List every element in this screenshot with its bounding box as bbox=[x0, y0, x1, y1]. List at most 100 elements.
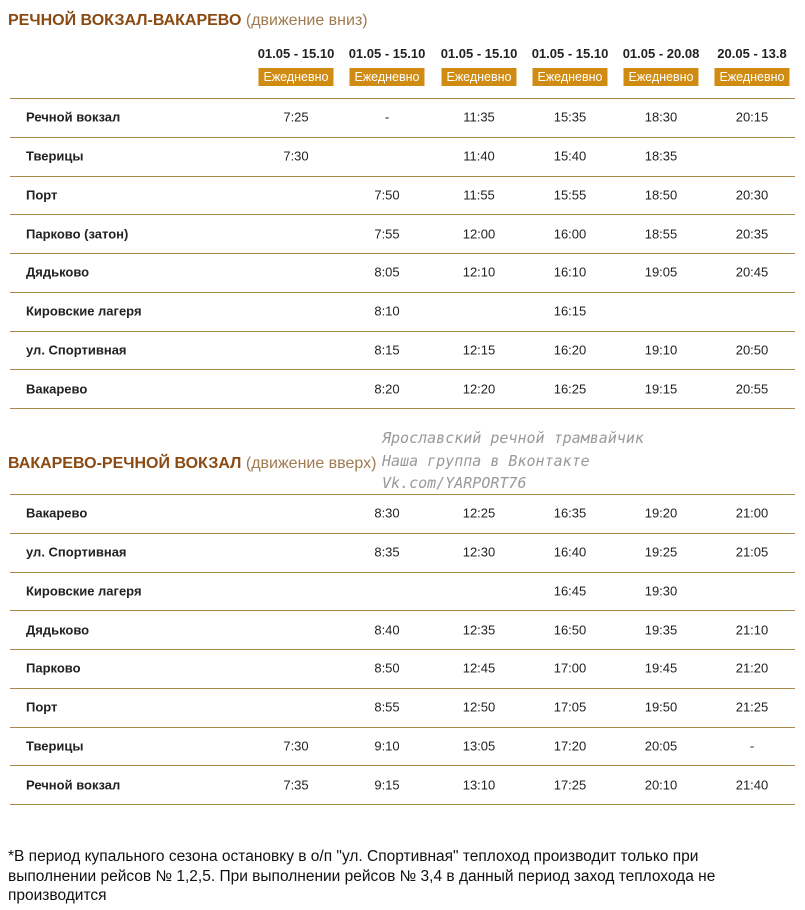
row-line bbox=[10, 98, 795, 99]
stop-name: Тверицы bbox=[26, 738, 84, 754]
departure-time: 8:10 bbox=[374, 303, 400, 319]
row-line bbox=[10, 765, 795, 767]
departure-time: 16:45 bbox=[553, 583, 587, 599]
departure-time: 20:55 bbox=[735, 381, 769, 397]
departure-time: 8:50 bbox=[374, 660, 400, 676]
column-period: 01.05 - 20.08 bbox=[622, 46, 700, 61]
row-line bbox=[10, 726, 795, 728]
departure-time: 20:45 bbox=[735, 264, 769, 280]
departure-time: 11:40 bbox=[463, 148, 495, 164]
departure-time: 12:15 bbox=[462, 342, 496, 358]
departure-time: 7:50 bbox=[374, 187, 400, 203]
departure-time: 20:35 bbox=[735, 226, 769, 242]
departure-time: 7:30 bbox=[283, 148, 309, 164]
footnote-line: выполнении рейсов № 1,2,5. При выполнени… bbox=[8, 867, 716, 885]
departure-time: 11:55 bbox=[463, 187, 495, 203]
title-text: РЕЧНОЙ ВОКЗАЛ-ВАКАРЕВО bbox=[8, 12, 242, 29]
departure-time: 16:10 bbox=[553, 264, 587, 280]
departure-time: 7:30 bbox=[283, 738, 309, 754]
departure-time: 7:25 bbox=[283, 109, 309, 125]
departure-time: 19:25 bbox=[644, 544, 678, 560]
column-period: 20.05 - 13.8 bbox=[717, 46, 787, 61]
departure-time: 16:20 bbox=[553, 342, 587, 358]
row-line bbox=[10, 291, 795, 293]
row-line bbox=[10, 136, 795, 138]
row-line bbox=[10, 532, 795, 534]
departure-time: 19:15 bbox=[644, 381, 678, 397]
stop-name: Дядьково bbox=[26, 622, 90, 638]
departure-time: 21:40 bbox=[735, 777, 769, 793]
departure-time: 8:35 bbox=[374, 544, 400, 560]
departure-time: - bbox=[749, 738, 755, 754]
departure-time: - bbox=[384, 109, 390, 125]
column-days: Ежедневно bbox=[349, 68, 425, 86]
stop-name: Тверицы bbox=[26, 148, 84, 164]
row-line bbox=[10, 330, 795, 332]
stop-name: Кировские лагеря bbox=[26, 303, 142, 319]
departure-time: 13:05 bbox=[462, 738, 496, 754]
stop-name: Порт bbox=[26, 699, 58, 715]
table-title: РЕЧНОЙ ВОКЗАЛ-ВАКАРЕВО (движение вниз) bbox=[8, 12, 368, 30]
departure-time: 16:35 bbox=[553, 505, 587, 521]
departure-time: 12:00 bbox=[462, 226, 496, 242]
departure-time: 7:55 bbox=[374, 226, 400, 242]
departure-time: 12:20 bbox=[462, 381, 496, 397]
column-days: Ежедневно bbox=[623, 68, 699, 86]
departure-time: 18:55 bbox=[644, 226, 678, 242]
column-period: 01.05 - 15.10 bbox=[440, 46, 518, 61]
departure-time: 16:15 bbox=[553, 303, 587, 319]
row-line bbox=[10, 649, 795, 650]
table-title: ВАКАРЕВО-РЕЧНОЙ ВОКЗАЛ (движение вверх) bbox=[8, 455, 376, 473]
departure-time: 8:20 bbox=[374, 381, 400, 397]
stop-name: Парково bbox=[26, 660, 81, 676]
departure-time: 15:55 bbox=[553, 187, 587, 203]
departure-time: 21:25 bbox=[735, 699, 769, 715]
departure-time: 12:35 bbox=[462, 622, 496, 638]
departure-time: 8:05 bbox=[374, 264, 400, 280]
stop-name: Кировские лагеря bbox=[26, 583, 142, 599]
departure-time: 9:10 bbox=[374, 738, 400, 754]
stop-name: Порт bbox=[26, 187, 58, 203]
departure-time: 12:25 bbox=[462, 505, 496, 521]
column-period: 01.05 - 15.10 bbox=[348, 46, 426, 61]
departure-time: 19:30 bbox=[644, 583, 678, 599]
departure-time: 12:10 bbox=[462, 264, 496, 280]
departure-time: 19:05 bbox=[644, 264, 678, 280]
stop-name: Вакарево bbox=[26, 505, 88, 521]
departure-time: 21:00 bbox=[735, 505, 769, 521]
watermark-line: Ярославский речной трамвайчик bbox=[382, 429, 644, 447]
title-text: ВАКАРЕВО-РЕЧНОЙ ВОКЗАЛ bbox=[8, 455, 242, 472]
stop-name: Парково (затон) bbox=[26, 226, 129, 242]
departure-time: 15:35 bbox=[553, 109, 587, 125]
stop-name: Речной вокзал bbox=[26, 777, 121, 793]
row-line bbox=[10, 571, 795, 573]
departure-time: 12:50 bbox=[462, 699, 496, 715]
row-line bbox=[10, 804, 795, 805]
column-days: Ежедневно bbox=[441, 68, 517, 86]
row-line bbox=[10, 214, 795, 216]
column-days: Ежедневно bbox=[532, 68, 608, 86]
row-line bbox=[10, 175, 795, 177]
departure-time: 19:10 bbox=[644, 342, 678, 358]
departure-time: 15:40 bbox=[553, 148, 587, 164]
departure-time: 8:40 bbox=[374, 622, 400, 638]
departure-time: 17:25 bbox=[553, 777, 587, 793]
departure-time: 19:50 bbox=[644, 699, 678, 715]
footnote-line: производится bbox=[8, 887, 107, 904]
departure-time: 17:05 bbox=[553, 699, 587, 715]
departure-time: 16:40 bbox=[553, 544, 587, 560]
watermark-line: Наша группа в Вконтакте bbox=[382, 451, 590, 470]
departure-time: 9:15 bbox=[374, 777, 400, 793]
departure-time: 21:20 bbox=[735, 660, 769, 676]
departure-time: 19:45 bbox=[644, 660, 678, 676]
departure-time: 21:10 bbox=[735, 622, 769, 638]
departure-time: 8:30 bbox=[374, 505, 400, 521]
stop-name: ул. Спортивная bbox=[26, 544, 127, 560]
departure-time: 19:20 bbox=[644, 505, 678, 521]
row-line bbox=[10, 408, 795, 409]
departure-time: 18:30 bbox=[644, 109, 678, 125]
departure-time: 21:05 bbox=[735, 544, 769, 560]
departure-time: 16:00 bbox=[553, 226, 587, 242]
column-period: 01.05 - 15.10 bbox=[531, 46, 609, 61]
